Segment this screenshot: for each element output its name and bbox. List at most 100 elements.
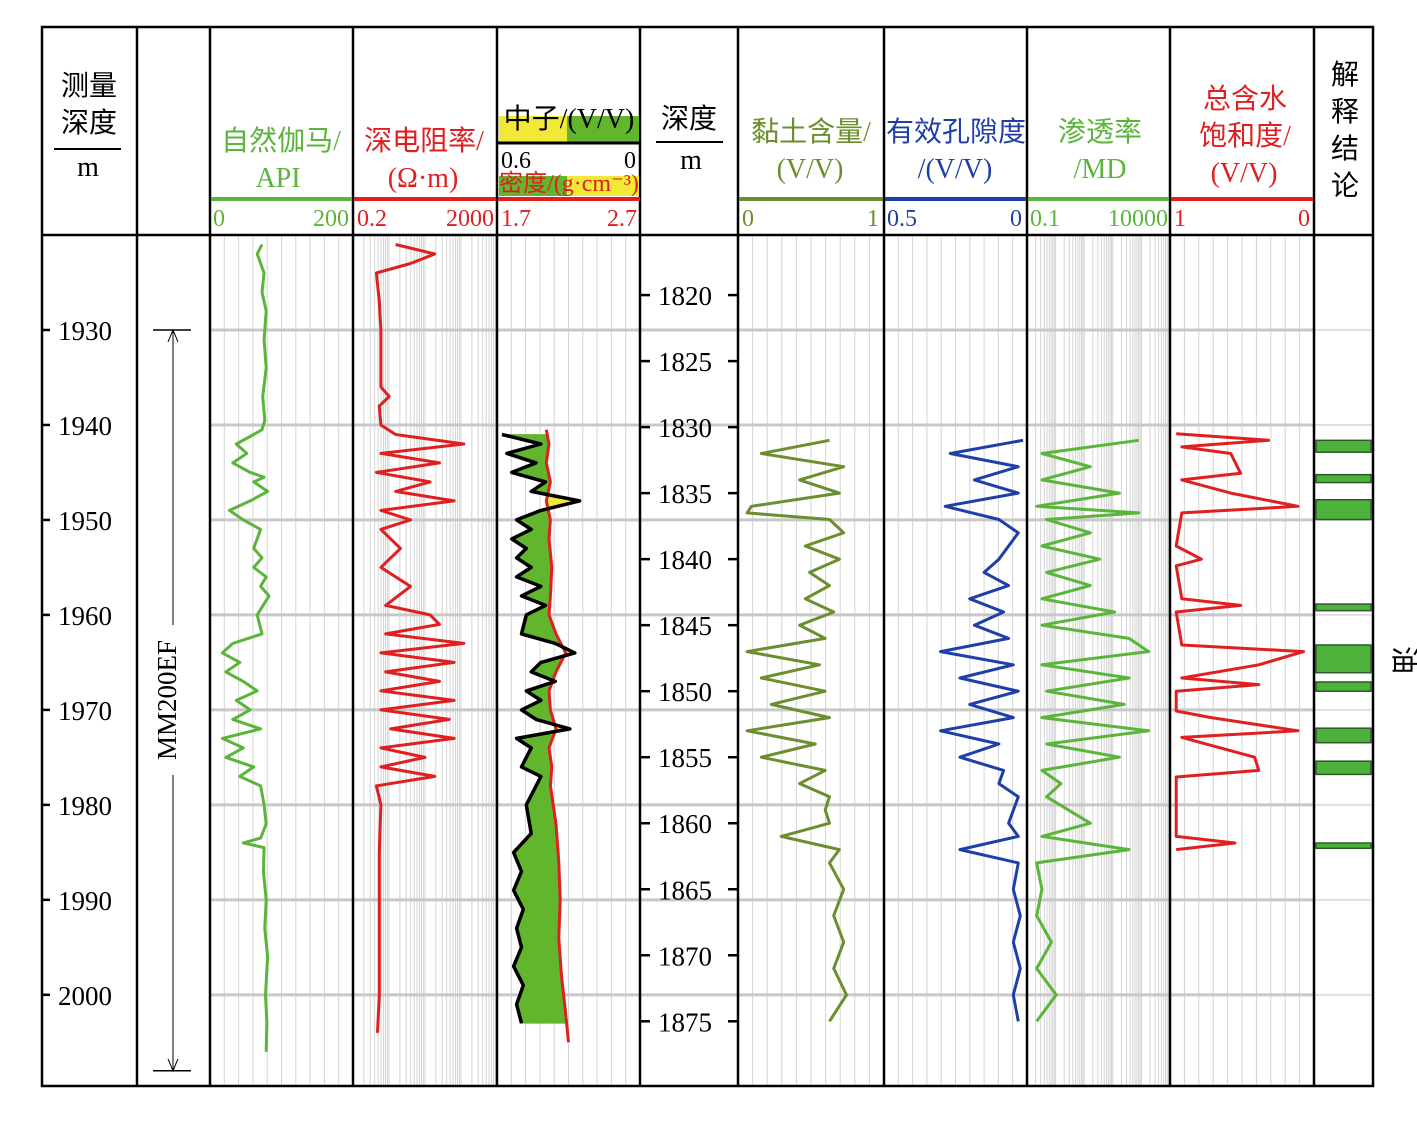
porosity-title-2: /(V/V) [918,154,993,185]
axes-layer: 1930 1940 1950 1960 1970 1980 1990 2000 1820 1825… [42,281,738,1073]
density-min: 1.7 [501,206,531,232]
sw-max: 0 [1298,206,1310,232]
neutron-density-fill [523,837,558,841]
neutron-density-fill [520,868,560,872]
neutron-density-fill [521,911,561,915]
neutron-density-fill [516,897,561,901]
depth-tick-label: 1870 [658,941,712,971]
gr-min: 0 [213,206,225,232]
depth-tick-label: 1820 [658,281,712,311]
rt-legend-line [354,197,496,201]
neutron-density-fill [519,866,560,870]
neutron-density-fill [528,797,553,801]
neutron-density-fill [525,804,554,808]
neutron-density-fill [516,859,560,863]
neutron-density-fill [522,909,561,913]
clay-legend-line [739,197,883,201]
interp-title-1: 解 [1331,59,1359,91]
md-tick-label: 1950 [58,506,112,536]
neutron-density-fill [515,882,560,886]
neutron-density-fill [527,752,551,756]
neutron-density-fill [523,621,553,625]
oil-layer [1315,727,1372,744]
neutron-density-fill [517,878,560,882]
md-title-2: 深度 [61,107,117,139]
neutron-density-fill [515,847,559,851]
neutron-density-fill [521,982,563,986]
neutron-density-fill [519,842,558,846]
neutron-density-fill [520,944,560,948]
neutron-density-fill [518,935,560,939]
density-legend-yellow [567,176,639,196]
neutron-density-fill [514,961,562,965]
interp-title-3: 结 [1331,133,1359,165]
perm-min: 0.1 [1030,206,1060,232]
depth-title: 深度 [661,103,717,135]
neutron-density-fill [516,956,561,960]
neutron-legend-green [567,116,639,142]
neutron-density-fill [516,930,560,934]
neutron-density-fill [519,939,560,943]
curve-layer [220,243,1306,1052]
neutron-density-fill [514,892,561,896]
neutron-density-fill [517,999,565,1003]
arrow-down-icon [167,1058,179,1073]
neutron-density-fill [512,849,559,853]
density-max: 2.7 [607,206,637,232]
neutron-density-fill [517,996,565,1000]
neutron-density-fill [516,1001,566,1005]
neutron-density-fill [517,920,560,924]
chart-border [40,25,1375,1088]
neutron-density-fill [516,928,560,932]
neutron-density-fill [513,852,559,856]
neutron-density-fill [520,913,560,917]
neutron-density-fill [530,830,558,834]
clay-min: 0 [742,206,754,232]
neutron-density-fill [516,1006,566,1010]
porosity-min: 0.5 [887,206,917,232]
neutron-density-fill [517,923,560,927]
neutron-density-fill [526,835,558,839]
neutron-density-fill [515,958,561,962]
md-tick-label: 2000 [58,981,112,1011]
neutron-density-fill [518,863,560,867]
gr-title-2: API [255,163,300,194]
porosity-max: 0 [1010,206,1022,232]
oil-layer [1315,498,1372,521]
neutron-density-fill [519,949,561,953]
water-saturation-curve [1174,432,1306,852]
neutron-density-fill [517,844,559,848]
neutron-density-fill [516,1004,566,1007]
depth-tick-label: 1850 [658,677,712,707]
md-tick-label: 1960 [58,601,112,631]
resistivity-curve [374,243,466,1033]
clay-title-2: (V/V) [777,154,844,185]
density-title: 密度/(g·cm⁻³) [499,170,639,197]
neutron-density-fill [522,761,552,765]
neutron-density-fill [528,818,556,822]
rt-title-1: 深电阻率/ [364,125,484,157]
depth-tick-label: 1855 [658,743,712,773]
neutron-density-fill [530,792,553,796]
neutron-density-fill [519,901,561,905]
gr-curve [220,243,271,1052]
neutron-density-fill [518,875,560,879]
md-title-1: 测量 [61,71,117,102]
depth-tick-label: 1875 [658,1007,712,1037]
neutron-density-fill [515,856,559,860]
depth-tick-label: 1845 [658,611,712,641]
neutron-max: 0 [624,148,636,174]
neutron-density-fill [519,1018,567,1022]
neutron-density-fill [528,821,557,825]
sw-title-2: 饱和度/ [1199,120,1291,152]
gr-max: 200 [313,206,349,232]
neutron-density-fill [515,894,561,898]
neutron-density-fill [528,833,558,837]
neutron-density-fill [526,806,555,810]
neutron-density-fill [520,764,553,768]
sw-legend-line [1171,197,1313,201]
neutron-density-fill [518,994,565,998]
neutron-density-fill [520,904,561,908]
neutron-density-fill [520,980,563,984]
oil-layer [1315,842,1372,850]
